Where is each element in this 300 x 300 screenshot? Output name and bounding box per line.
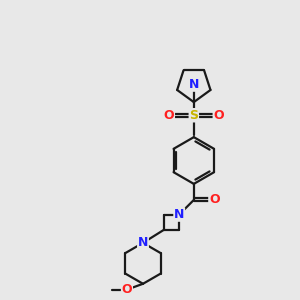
- Text: O: O: [164, 109, 174, 122]
- Text: S: S: [189, 109, 198, 122]
- Text: O: O: [213, 109, 224, 122]
- Text: N: N: [174, 208, 184, 221]
- Text: N: N: [189, 78, 199, 91]
- Text: N: N: [138, 236, 148, 249]
- Text: O: O: [122, 283, 132, 296]
- Text: O: O: [209, 194, 220, 206]
